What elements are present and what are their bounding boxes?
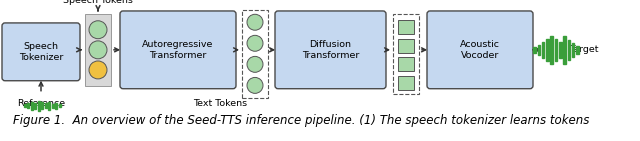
Text: Speech
Tokenizer: Speech Tokenizer [19,42,63,61]
Bar [546,39,548,61]
Bar [34,103,36,109]
Text: Reference: Reference [17,99,65,108]
Bar [568,40,570,60]
Bar [58,104,61,107]
Bar [398,20,414,34]
Bar [41,102,43,109]
FancyBboxPatch shape [2,23,80,81]
Circle shape [89,61,107,79]
Bar [51,104,54,108]
Text: Figure 1.  An overview of the Seed-TTS inference pipeline. (1) The speech tokeni: Figure 1. An overview of the Seed-TTS in… [13,114,589,127]
Bar [538,45,540,55]
Bar [398,57,414,71]
Bar [38,101,40,111]
Text: Target: Target [569,45,598,54]
Bar [398,39,414,53]
Bar [242,10,268,98]
Text: Autoregressive
Transformer: Autoregressive Transformer [142,40,214,60]
Circle shape [247,77,263,93]
Bar [572,43,575,57]
Circle shape [247,14,263,30]
FancyBboxPatch shape [427,11,533,89]
Circle shape [89,21,107,39]
Bar [31,102,33,110]
Bar [550,36,553,64]
Bar [563,36,566,64]
Circle shape [247,35,263,51]
Text: Text Tokens: Text Tokens [193,99,247,108]
Circle shape [89,41,107,59]
Bar [27,103,29,108]
Bar [393,14,419,94]
Bar [533,47,536,53]
Bar [555,39,557,61]
Bar [55,103,57,109]
Bar [398,76,414,90]
Circle shape [247,56,263,72]
Bar [85,14,111,86]
Text: Diffusion
Transformer: Diffusion Transformer [302,40,359,60]
Bar [48,102,50,110]
Text: Speech Tokens: Speech Tokens [63,0,133,5]
Bar [576,46,579,54]
Bar [45,103,47,108]
FancyBboxPatch shape [275,11,386,89]
Bar [24,104,26,107]
FancyBboxPatch shape [120,11,236,89]
Bar [559,42,561,58]
Text: Acoustic
Vocoder: Acoustic Vocoder [460,40,500,60]
Bar [542,42,545,58]
